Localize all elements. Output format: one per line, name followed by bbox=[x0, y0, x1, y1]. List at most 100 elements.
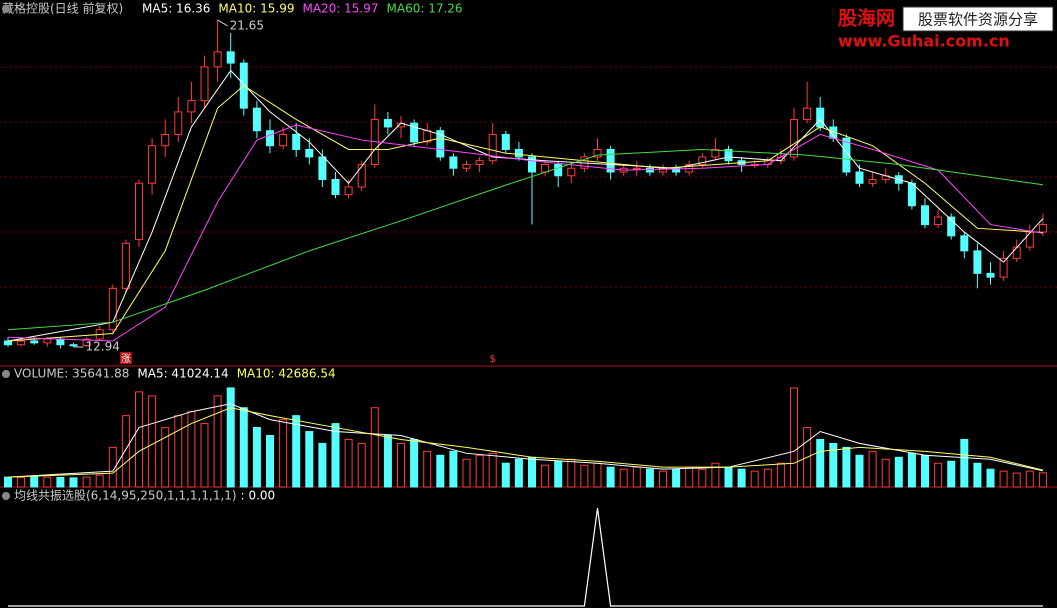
candle-body bbox=[1038, 224, 1047, 233]
candle-body bbox=[999, 257, 1008, 278]
candle-body bbox=[528, 156, 536, 173]
legend-entry: MA5: 16.36 bbox=[142, 2, 210, 16]
volume-bar bbox=[410, 438, 419, 488]
volume-bar bbox=[816, 438, 825, 488]
volume-bar bbox=[383, 434, 392, 488]
volume-bar bbox=[934, 462, 943, 488]
ma-line bbox=[7, 407, 1044, 478]
candle-body bbox=[226, 51, 235, 64]
volume-bar bbox=[4, 476, 12, 488]
candle-body bbox=[69, 344, 78, 347]
volume-bar bbox=[43, 476, 52, 488]
panel-icon bbox=[2, 370, 10, 378]
candle-body bbox=[462, 163, 471, 169]
marker: 涨 bbox=[121, 353, 131, 365]
volume-bar bbox=[986, 468, 995, 488]
volume-bar bbox=[436, 454, 445, 488]
candle-body bbox=[4, 340, 12, 346]
candle-body bbox=[868, 178, 877, 184]
volume-bar bbox=[331, 423, 340, 488]
volume-bar bbox=[868, 450, 877, 488]
volume-bar bbox=[370, 407, 379, 488]
marker: $ bbox=[490, 354, 496, 365]
candle-body bbox=[135, 182, 143, 241]
candle-body bbox=[947, 216, 956, 237]
volume-bar bbox=[501, 462, 510, 488]
candle-body bbox=[331, 178, 340, 196]
volume-bar bbox=[226, 387, 235, 488]
volume-bar bbox=[305, 431, 314, 488]
volume-bar bbox=[239, 407, 248, 488]
volume-bar bbox=[593, 462, 602, 488]
panel-icon bbox=[2, 492, 10, 500]
volume-bar bbox=[1012, 472, 1021, 488]
volume-bar bbox=[397, 442, 405, 488]
candle-body bbox=[357, 163, 366, 188]
volume-bar bbox=[855, 454, 864, 488]
candle-body bbox=[383, 118, 392, 128]
volume-bar bbox=[344, 438, 353, 488]
volume-bar bbox=[200, 423, 209, 488]
candle-body bbox=[554, 163, 563, 177]
candle-body bbox=[986, 272, 995, 278]
volume-bar bbox=[659, 470, 667, 488]
volume-bar bbox=[842, 446, 851, 488]
volume-bar bbox=[724, 466, 733, 488]
volume-bar bbox=[266, 434, 274, 488]
volume-bar bbox=[829, 442, 838, 488]
volume-bar bbox=[750, 470, 759, 488]
candle-body bbox=[488, 133, 497, 162]
candle-body bbox=[56, 338, 65, 346]
candle-body bbox=[449, 156, 458, 169]
candle-body bbox=[200, 66, 209, 102]
candle-body bbox=[921, 205, 929, 226]
volume-bar bbox=[357, 442, 366, 488]
volume-bar bbox=[737, 468, 746, 488]
price-title: 藏格控股(日线 前复权) bbox=[2, 1, 123, 16]
candle-body bbox=[17, 340, 26, 346]
url: www.Guhai.com.cn bbox=[838, 32, 1010, 51]
annotation: 21.65 bbox=[230, 18, 264, 32]
candle-body bbox=[855, 171, 864, 184]
volume-bar bbox=[645, 468, 654, 488]
candle-body bbox=[279, 133, 288, 147]
annotation-pointer bbox=[217, 19, 228, 27]
ma-line bbox=[7, 124, 1043, 342]
candle-body bbox=[161, 133, 170, 147]
ma-line bbox=[7, 403, 1044, 478]
candle-body bbox=[410, 122, 419, 143]
candle-body bbox=[934, 216, 943, 226]
candle-body bbox=[711, 148, 720, 158]
volume-bar bbox=[999, 470, 1008, 488]
volume-bar bbox=[1025, 470, 1034, 488]
candle-body bbox=[960, 235, 969, 252]
brand: 股海网 bbox=[838, 7, 895, 30]
volume-bar bbox=[698, 468, 707, 488]
candle-body bbox=[174, 111, 183, 135]
slogan: 股票软件资源分享 bbox=[918, 11, 1038, 29]
annotation: 12.94 bbox=[86, 339, 120, 353]
candle-body bbox=[907, 182, 916, 207]
candle-body bbox=[108, 287, 117, 331]
candle-body bbox=[790, 118, 798, 158]
volume-bar bbox=[881, 458, 890, 488]
candle-body bbox=[187, 100, 196, 113]
candle-body bbox=[292, 133, 301, 150]
candle-body bbox=[842, 137, 851, 173]
volume-bar bbox=[56, 476, 65, 488]
candle-body bbox=[501, 133, 510, 150]
volume-bar bbox=[554, 460, 563, 488]
volume-bar bbox=[462, 458, 471, 488]
candle-body bbox=[82, 338, 91, 346]
candle-body bbox=[606, 148, 615, 173]
candle-body bbox=[816, 107, 825, 128]
candle-body bbox=[43, 338, 52, 344]
volume-bar bbox=[528, 456, 536, 488]
volume-bar bbox=[423, 450, 432, 488]
candle-body bbox=[632, 167, 641, 170]
volume-bar bbox=[711, 462, 720, 488]
volume-bar bbox=[606, 466, 615, 488]
volume-bar bbox=[252, 427, 261, 488]
